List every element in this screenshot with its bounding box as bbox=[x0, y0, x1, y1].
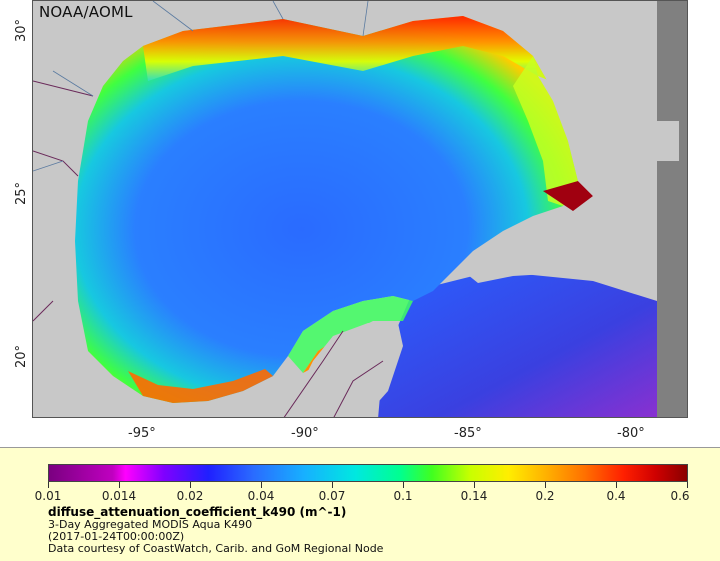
colorbar-label-7: 0.2 bbox=[535, 489, 555, 503]
legend-panel: 0.01 0.014 0.02 0.04 0.07 0.1 0.14 0.2 0… bbox=[0, 447, 720, 561]
yucatan-peninsula bbox=[293, 323, 403, 417]
dataset-description: 3-Day Aggregated MODIS Aqua K490 bbox=[48, 518, 253, 531]
dataset-date: (2017-01-24T00:00:00Z) bbox=[48, 530, 185, 543]
florida-shelf bbox=[513, 56, 578, 206]
caribbean-sea bbox=[378, 271, 657, 417]
yucatan-shelf bbox=[288, 296, 413, 373]
colorbar-label-1: 0.014 bbox=[101, 489, 137, 503]
colorbar-label-9: 0.6 bbox=[670, 489, 690, 503]
colorbar bbox=[48, 464, 688, 482]
data-credit: Data courtesy of CoastWatch, Carib. and … bbox=[48, 542, 384, 555]
cuba bbox=[463, 251, 657, 286]
satellite-map bbox=[33, 1, 687, 417]
watermark-label: NOAA/AOML bbox=[39, 3, 133, 21]
no-data-strip bbox=[657, 1, 687, 417]
lat-label-30: 30° bbox=[14, 18, 29, 42]
rivers bbox=[33, 1, 369, 172]
bahamas bbox=[657, 121, 679, 161]
florida-peninsula bbox=[538, 76, 623, 201]
colorbar-label-8: 0.4 bbox=[606, 489, 626, 503]
lon-label-95: -95° bbox=[128, 426, 156, 441]
lat-label-25: 25° bbox=[14, 181, 29, 205]
variable-name: diffuse_attenuation_coefficient_k490 (m^… bbox=[48, 505, 347, 519]
lon-label-90: -90° bbox=[291, 426, 319, 441]
lon-label-80: -80° bbox=[617, 426, 645, 441]
colorbar-label-0: 0.01 bbox=[34, 489, 62, 503]
colorbar-label-6: 0.14 bbox=[460, 489, 488, 503]
colorbar-label-3: 0.04 bbox=[247, 489, 275, 503]
colorbar-label-5: 0.1 bbox=[393, 489, 413, 503]
florida-bay bbox=[543, 181, 593, 211]
colorbar-label-4: 0.07 bbox=[318, 489, 346, 503]
lat-label-20: 20° bbox=[14, 344, 29, 368]
map-panel[interactable]: NOAA/AOML bbox=[32, 0, 688, 418]
campeche-coast bbox=[128, 369, 273, 403]
lon-label-85: -85° bbox=[454, 426, 482, 441]
colorbar-label-2: 0.02 bbox=[176, 489, 204, 503]
northern-coastal-band bbox=[143, 16, 538, 81]
gulf-of-mexico bbox=[75, 16, 578, 403]
